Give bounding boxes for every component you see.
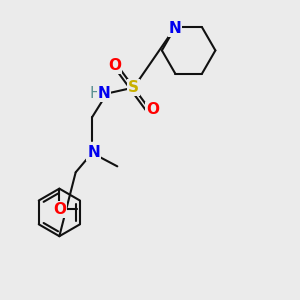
Text: N: N (98, 86, 110, 101)
Text: N: N (87, 146, 100, 160)
Text: O: O (108, 58, 122, 73)
Text: H: H (90, 86, 101, 101)
Text: O: O (53, 202, 66, 217)
Text: S: S (128, 80, 139, 95)
Text: N: N (169, 21, 182, 36)
Text: O: O (146, 102, 159, 117)
